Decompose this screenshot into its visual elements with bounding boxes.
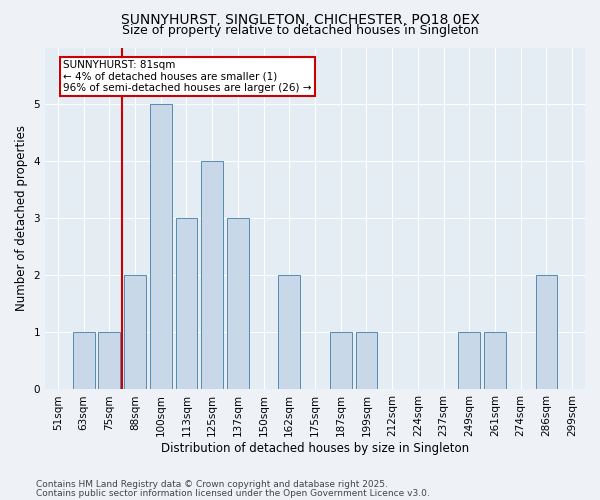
Bar (227, 218, 249, 390)
Bar (330, 332, 352, 390)
Text: Contains HM Land Registry data © Crown copyright and database right 2025.: Contains HM Land Registry data © Crown c… (36, 480, 388, 489)
Y-axis label: Number of detached properties: Number of detached properties (15, 126, 28, 312)
Bar (278, 276, 300, 390)
Text: Size of property relative to detached houses in Singleton: Size of property relative to detached ho… (122, 24, 478, 37)
Bar (73, 332, 95, 390)
Bar (150, 104, 172, 390)
Bar (536, 276, 557, 390)
Bar (201, 162, 223, 390)
X-axis label: Distribution of detached houses by size in Singleton: Distribution of detached houses by size … (161, 442, 469, 455)
Text: SUNNYHURST, SINGLETON, CHICHESTER, PO18 0EX: SUNNYHURST, SINGLETON, CHICHESTER, PO18 … (121, 12, 479, 26)
Bar (484, 332, 506, 390)
Bar (356, 332, 377, 390)
Text: Contains public sector information licensed under the Open Government Licence v3: Contains public sector information licen… (36, 488, 430, 498)
Bar (458, 332, 480, 390)
Bar (124, 276, 146, 390)
Text: SUNNYHURST: 81sqm
← 4% of detached houses are smaller (1)
96% of semi-detached h: SUNNYHURST: 81sqm ← 4% of detached house… (63, 60, 311, 93)
Bar (98, 332, 120, 390)
Bar (176, 218, 197, 390)
